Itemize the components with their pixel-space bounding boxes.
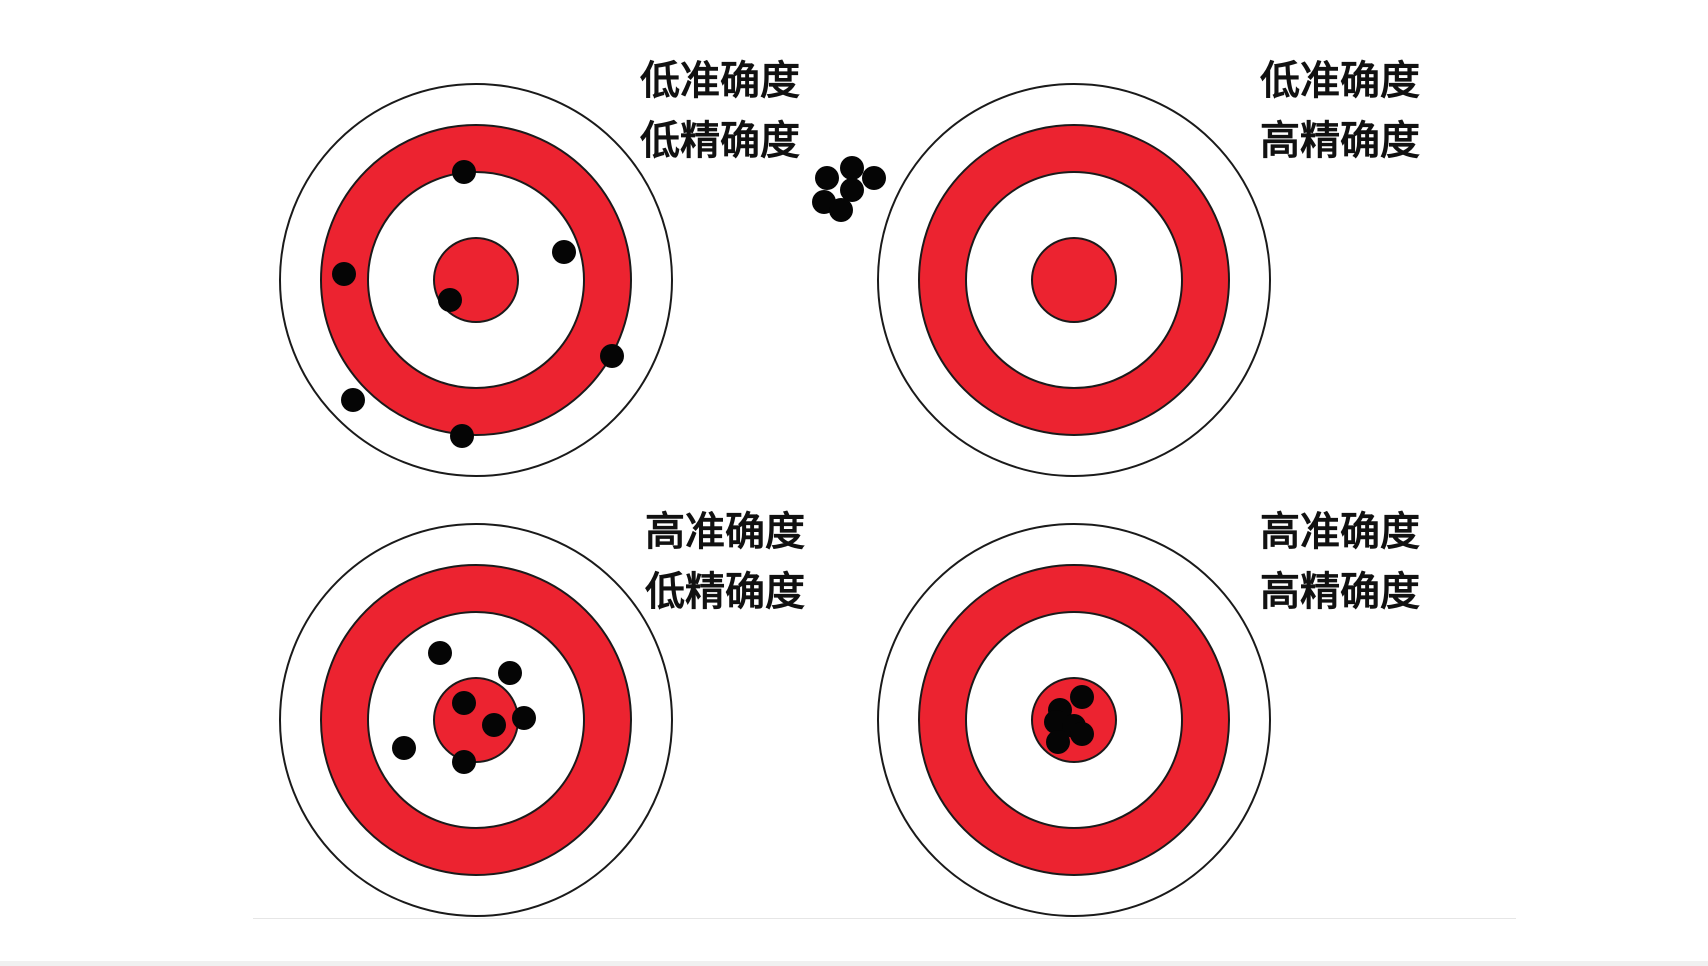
shot-mark [815,166,839,190]
target-bullseye [433,677,519,763]
target-bullseye [1031,237,1117,323]
shot-mark [1070,722,1094,746]
shot-mark [332,262,356,286]
shot-mark [452,750,476,774]
shot-mark [452,691,476,715]
shot-mark [482,713,506,737]
shot-mark [1070,685,1094,709]
footer-divider [253,918,1516,919]
target-3-precision-label: 低精确度 [645,569,805,615]
target-1-accuracy-label: 低准确度 [640,58,800,104]
shot-mark [840,156,864,180]
shot-mark [392,736,416,760]
shot-mark [498,661,522,685]
target-2-accuracy-label: 低准确度 [1260,58,1420,104]
shot-mark [512,706,536,730]
shot-mark [438,288,462,312]
shot-mark [840,178,864,202]
shot-mark [450,424,474,448]
shot-mark [552,240,576,264]
target-4-accuracy-label: 高准确度 [1260,509,1420,555]
shot-mark [452,160,476,184]
target-2-precision-label: 高精确度 [1260,118,1420,164]
shot-mark [829,198,853,222]
bottom-band [0,961,1708,966]
shot-mark [600,344,624,368]
target-1-precision-label: 低精确度 [640,118,800,164]
target-3-accuracy-label: 高准确度 [645,509,805,555]
target-2 [812,83,1271,477]
shot-mark [1044,710,1068,734]
shot-mark [1046,730,1070,754]
target-4-precision-label: 高精确度 [1260,569,1420,615]
shot-mark [428,641,452,665]
shot-mark [341,388,365,412]
target-1 [279,83,673,477]
target-4 [877,523,1271,917]
shot-mark [862,166,886,190]
target-3 [279,523,673,917]
